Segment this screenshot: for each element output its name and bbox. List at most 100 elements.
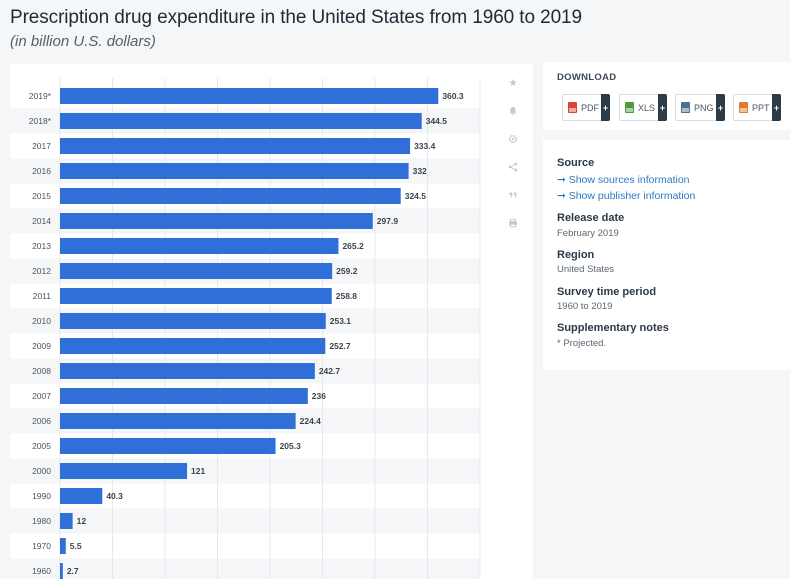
bar[interactable] bbox=[60, 238, 339, 254]
supplementary-notes-value: * Projected. bbox=[557, 338, 607, 349]
png-plus-icon[interactable]: + bbox=[716, 94, 725, 121]
row-band bbox=[10, 508, 480, 534]
png-file-icon bbox=[681, 102, 690, 113]
ppt-download-button[interactable]: PPT + bbox=[733, 94, 781, 121]
value-label: 333.4 bbox=[414, 141, 436, 151]
info-panel: Source ➞ Show sources information ➞ Show… bbox=[543, 140, 790, 370]
value-label: 259.2 bbox=[336, 266, 358, 276]
bar[interactable] bbox=[60, 213, 373, 229]
release-date-heading: Release date bbox=[557, 212, 625, 224]
category-label: 2012 bbox=[32, 266, 51, 276]
category-label: 2008 bbox=[32, 366, 51, 376]
category-label: 2017 bbox=[32, 141, 51, 151]
category-label: 2013 bbox=[32, 241, 51, 251]
gear-icon[interactable] bbox=[500, 126, 526, 152]
category-label: 1990 bbox=[32, 491, 51, 501]
value-label: 2.7 bbox=[67, 566, 79, 576]
download-title: DOWNLOAD bbox=[557, 72, 617, 83]
bar[interactable] bbox=[60, 538, 66, 554]
category-label: 2010 bbox=[32, 316, 51, 326]
category-label: 1960 bbox=[32, 566, 51, 576]
share-icon[interactable] bbox=[500, 154, 526, 180]
bar[interactable] bbox=[60, 163, 409, 179]
download-panel: DOWNLOAD PDF + XLS + PNG + PPT + bbox=[543, 62, 790, 130]
value-label: 344.5 bbox=[426, 116, 448, 126]
value-label: 360.3 bbox=[442, 91, 464, 101]
value-label: 205.3 bbox=[280, 441, 302, 451]
bar[interactable] bbox=[60, 288, 332, 304]
png-download-button[interactable]: PNG + bbox=[675, 94, 725, 121]
supplementary-notes-heading: Supplementary notes bbox=[557, 322, 669, 334]
ppt-plus-icon[interactable]: + bbox=[772, 94, 781, 121]
show-sources-link[interactable]: ➞ Show sources information bbox=[557, 174, 690, 186]
survey-period-value: 1960 to 2019 bbox=[557, 301, 613, 312]
value-label: 224.4 bbox=[300, 416, 322, 426]
category-label: 2016 bbox=[32, 166, 51, 176]
row-band bbox=[10, 558, 480, 579]
bar[interactable] bbox=[60, 463, 188, 479]
print-icon[interactable] bbox=[500, 210, 526, 236]
pdf-file-icon bbox=[568, 102, 577, 113]
bar[interactable] bbox=[60, 563, 63, 579]
category-label: 1970 bbox=[32, 541, 51, 551]
value-label: 297.9 bbox=[377, 216, 399, 226]
category-label: 2011 bbox=[33, 291, 52, 301]
value-label: 252.7 bbox=[329, 341, 351, 351]
bell-icon[interactable] bbox=[500, 98, 526, 124]
value-label: 324.5 bbox=[405, 191, 427, 201]
xls-download-button[interactable]: XLS + bbox=[619, 94, 667, 121]
page-subtitle: (in billion U.S. dollars) bbox=[10, 33, 156, 50]
bar[interactable] bbox=[60, 313, 326, 329]
xls-plus-icon[interactable]: + bbox=[658, 94, 667, 121]
bar[interactable] bbox=[60, 113, 422, 129]
png-label: PNG bbox=[694, 102, 714, 113]
value-label: 332 bbox=[413, 166, 427, 176]
category-label: 2015 bbox=[32, 191, 51, 201]
value-label: 12 bbox=[77, 516, 87, 526]
bar[interactable] bbox=[60, 488, 103, 504]
category-label: 2018* bbox=[29, 116, 52, 126]
pdf-label: PDF bbox=[581, 102, 599, 113]
category-label: 1980 bbox=[32, 516, 51, 526]
star-icon[interactable]: ★ bbox=[500, 70, 526, 96]
category-label: 2009 bbox=[32, 341, 51, 351]
bar[interactable] bbox=[60, 263, 333, 279]
category-label: 2019* bbox=[29, 91, 52, 101]
page-title: Prescription drug expenditure in the Uni… bbox=[10, 7, 582, 28]
value-label: 5.5 bbox=[70, 541, 82, 551]
ppt-file-icon bbox=[739, 102, 748, 113]
bar[interactable] bbox=[60, 438, 276, 454]
bar[interactable] bbox=[60, 363, 315, 379]
bar[interactable] bbox=[60, 513, 73, 529]
value-label: 253.1 bbox=[330, 316, 352, 326]
value-label: 236 bbox=[312, 391, 326, 401]
bar[interactable] bbox=[60, 413, 296, 429]
xls-file-icon bbox=[625, 102, 634, 113]
value-label: 40.3 bbox=[106, 491, 123, 501]
show-publisher-link[interactable]: ➞ Show publisher information bbox=[557, 190, 696, 202]
source-heading: Source bbox=[557, 157, 595, 169]
pdf-download-button[interactable]: PDF + bbox=[562, 94, 610, 121]
bar[interactable] bbox=[60, 138, 411, 154]
value-label: 265.2 bbox=[342, 241, 364, 251]
bar[interactable] bbox=[60, 88, 439, 104]
bar[interactable] bbox=[60, 388, 308, 404]
quote-icon[interactable] bbox=[500, 182, 526, 208]
xls-label: XLS bbox=[638, 102, 656, 113]
bar-chart: 2019* 2018* 2017 2016 2015 2014 2013 2012 2011 20… bbox=[10, 78, 481, 579]
bar[interactable] bbox=[60, 338, 326, 354]
bar[interactable] bbox=[60, 188, 401, 204]
release-date-value: February 2019 bbox=[557, 228, 619, 239]
region-heading: Region bbox=[557, 249, 595, 261]
category-label: 2005 bbox=[32, 441, 51, 451]
chart-toolbar: ★ bbox=[500, 70, 526, 238]
region-value: United States bbox=[557, 264, 615, 275]
pdf-plus-icon[interactable]: + bbox=[601, 94, 610, 121]
category-label: 2000 bbox=[32, 466, 51, 476]
survey-period-heading: Survey time period bbox=[557, 286, 657, 298]
value-label: 242.7 bbox=[319, 366, 341, 376]
chart-card: 2019* 2018* 2017 2016 2015 2014 2013 2012 2011 20… bbox=[10, 64, 533, 579]
value-label: 121 bbox=[191, 466, 205, 476]
category-label: 2006 bbox=[32, 416, 51, 426]
ppt-label: PPT bbox=[752, 102, 770, 113]
